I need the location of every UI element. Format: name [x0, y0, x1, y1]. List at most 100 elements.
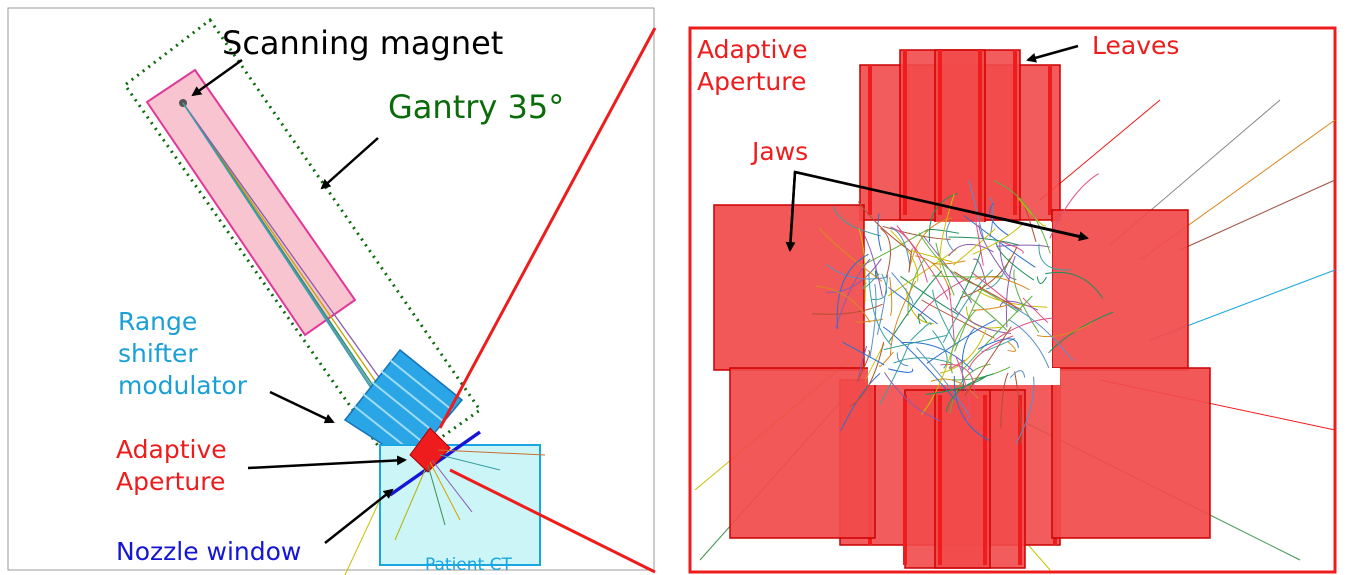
- label-inset-adaptive-2: Aperture: [697, 67, 806, 96]
- zoom-line-bottom: [449, 468, 656, 574]
- label-range-shifter-3: modulator: [118, 371, 248, 400]
- label-inset-adaptive-1: Adaptive: [697, 35, 808, 64]
- particle-track: [932, 289, 957, 346]
- label-range-shifter-2: shifter: [118, 339, 198, 368]
- particle-track: [968, 180, 985, 239]
- particle-track: [882, 326, 956, 400]
- particle-track: [889, 280, 917, 356]
- particle-track: [856, 318, 884, 323]
- arrow-range-shifter: [269, 390, 335, 424]
- particle-tracks: [811, 173, 1114, 445]
- particle-track: [993, 180, 1051, 254]
- arrow-jaws-left: [785, 171, 797, 252]
- particle-track: [811, 303, 883, 315]
- particle-track: [815, 285, 871, 323]
- particle-track: [1005, 255, 1016, 328]
- particle-track: [954, 284, 986, 352]
- particle-track: [974, 216, 984, 266]
- particle-track: [826, 258, 882, 293]
- arrow-gantry: [320, 137, 379, 190]
- particle-track: [900, 275, 959, 316]
- particle-track: [865, 343, 885, 382]
- particle-track: [818, 227, 883, 282]
- particle-track: [964, 326, 1012, 397]
- particle-track: [883, 334, 948, 351]
- particle-track: [840, 372, 881, 432]
- particle-track: [1049, 173, 1099, 239]
- particle-track: [877, 213, 882, 252]
- left-jaw: [713, 204, 876, 539]
- particle-track: [889, 277, 893, 316]
- particle-track: [939, 193, 955, 269]
- particle-track: [952, 228, 996, 266]
- particle-track: [1013, 269, 1040, 333]
- particle-track: [922, 235, 972, 304]
- particle-track: [963, 215, 1036, 268]
- arrow-leaves: [1026, 44, 1079, 63]
- particle-track: [907, 258, 926, 316]
- particle-track: [882, 225, 951, 240]
- particle-track: [932, 275, 1003, 278]
- particle-track: [917, 313, 928, 325]
- particle-track: [971, 271, 1019, 311]
- particle-track: [883, 372, 941, 422]
- particle-track: [880, 227, 891, 279]
- bottom-leaves: [839, 379, 1061, 569]
- particle-track: [978, 224, 1011, 282]
- particle-track: [849, 341, 885, 408]
- particle-track: [945, 221, 954, 251]
- particle-track: [910, 250, 953, 263]
- particle-track: [868, 272, 892, 346]
- patient-tracks: [344, 449, 546, 575]
- particle-track: [869, 283, 877, 358]
- particle-track: [1007, 341, 1016, 352]
- particle-track: [890, 227, 911, 265]
- particle-track: [974, 276, 1030, 291]
- particle-track: [857, 350, 871, 382]
- particle-track: [942, 269, 994, 344]
- particle-track: [858, 228, 866, 303]
- particle-track: [977, 338, 1019, 350]
- particle-track: [999, 300, 1039, 311]
- patient-ct-box: [379, 444, 541, 566]
- particle-track: [972, 222, 1024, 255]
- particle-track: [1000, 372, 1009, 428]
- particle-track: [896, 352, 909, 367]
- particle-track: [989, 202, 1010, 237]
- particle-track: [950, 309, 977, 374]
- particle-track: [858, 345, 868, 383]
- particle-track: [908, 248, 913, 273]
- particle-track: [961, 327, 976, 391]
- particle-track: [896, 225, 949, 300]
- particle-track: [961, 290, 1008, 332]
- particle-track: [1008, 318, 1050, 369]
- label-adaptive-aperture-1: Adaptive: [116, 435, 227, 464]
- particle-track: [926, 319, 996, 364]
- particle-track: [962, 295, 1033, 371]
- particle-track: [826, 264, 887, 280]
- particle-track: [928, 192, 958, 242]
- label-gantry: Gantry 35°: [388, 88, 564, 126]
- particle-track: [954, 249, 982, 311]
- top-leaf-dividers: [868, 50, 1052, 215]
- particle-track: [932, 329, 948, 369]
- particle-track: [879, 343, 910, 405]
- particle-track: [979, 288, 1019, 313]
- particle-track: [965, 306, 1002, 329]
- particle-track: [1036, 276, 1047, 284]
- particle-track: [940, 363, 975, 396]
- particle-track: [1009, 370, 1026, 379]
- particle-track: [1038, 243, 1071, 271]
- scanning-magnet-box: [145, 68, 357, 337]
- particle-track: [996, 244, 1050, 248]
- particle-track: [1014, 371, 1023, 445]
- particle-track: [833, 206, 881, 237]
- particle-track: [842, 341, 885, 366]
- particle-track: [887, 368, 914, 373]
- particle-track: [981, 337, 1016, 352]
- label-scanning-magnet: Scanning magnet: [222, 24, 503, 62]
- particle-track: [959, 246, 1018, 299]
- label-nozzle-window: Nozzle window: [116, 537, 301, 566]
